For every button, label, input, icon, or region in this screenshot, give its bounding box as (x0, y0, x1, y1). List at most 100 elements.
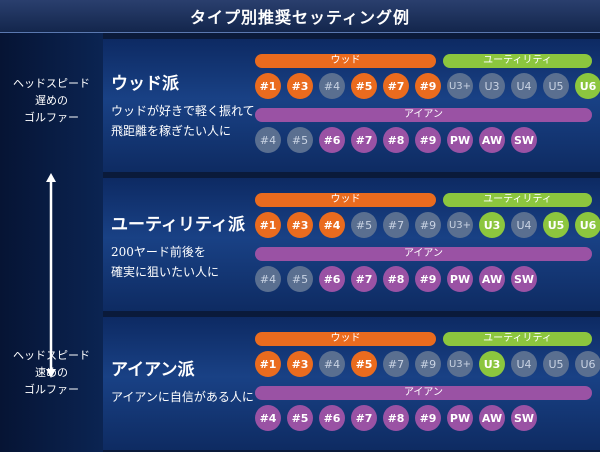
iron-bar: アイアン (255, 108, 592, 122)
club-chip-no5: #5 (287, 405, 313, 431)
iron-bar: アイアン (255, 386, 592, 400)
fast-speed-line: ヘッドスピード (13, 349, 90, 362)
club-chip-no3: #3 (287, 73, 313, 99)
utility-bar: ユーティリティ (443, 193, 592, 207)
wood-bar: ウッド (255, 332, 436, 346)
page-title: タイプ別推奨セッティング例 (0, 0, 600, 33)
section-title: ユーティリティ派 (111, 215, 245, 235)
section-description: アイアンに自信がある人に (111, 387, 254, 407)
description-line: 200ヤード前後を (111, 245, 206, 259)
slow-speed-label: ヘッドスピード 遅めの ゴルファー (0, 75, 103, 126)
club-chip-u3plus: U3+ (447, 351, 473, 377)
club-chip-u5: U5 (543, 73, 569, 99)
club-chip-u4: U4 (511, 73, 537, 99)
club-chip-no7: #7 (383, 351, 409, 377)
section-title: アイアン派 (111, 360, 195, 380)
club-chip-no4: #4 (319, 73, 345, 99)
club-chip-no1: #1 (255, 351, 281, 377)
club-chip-no5: #5 (351, 73, 377, 99)
section-iron: アイアン派 アイアンに自信がある人に ウッド ユーティリティ #1 #3 #4 #5 #… (103, 317, 600, 450)
club-chip-pw: PW (447, 127, 473, 153)
club-chip-no8: #8 (383, 405, 409, 431)
club-chip-u4: U4 (511, 212, 537, 238)
club-chip-u6: U6 (575, 212, 600, 238)
club-row: #1 #3 #4 #5 #7 #9 U3+ U3 U4 U5 U6 (255, 351, 600, 377)
double-arrow-icon (46, 173, 56, 378)
slow-speed-line: ヘッドスピード (13, 77, 90, 90)
club-chip-no9: #9 (415, 405, 441, 431)
club-chip-no6: #6 (319, 405, 345, 431)
iron-row: #4 #5 #6 #7 #8 #9 PW AW SW (255, 405, 537, 431)
club-chip-no3: #3 (287, 351, 313, 377)
section-description: 200ヤード前後を 確実に狙いたい人に (111, 242, 219, 282)
club-chip-u4: U4 (511, 351, 537, 377)
fast-speed-label: ヘッドスピード 速めの ゴルファー (0, 347, 103, 398)
slow-speed-line: ゴルファー (24, 111, 79, 124)
club-chip-no3: #3 (287, 212, 313, 238)
description-line: 確実に狙いたい人に (111, 265, 220, 279)
description-line: ウッドが好きで軽く振れて (111, 104, 255, 118)
club-chip-u5: U5 (543, 212, 569, 238)
club-chip-u5: U5 (543, 351, 569, 377)
club-chip-u3: U3 (479, 351, 505, 377)
club-chip-u3plus: U3+ (447, 212, 473, 238)
club-chip-aw: AW (479, 127, 505, 153)
club-chip-no7: #7 (383, 73, 409, 99)
club-chip-u6: U6 (575, 351, 600, 377)
club-chip-no9: #9 (415, 73, 441, 99)
club-chip-no5: #5 (351, 212, 377, 238)
club-chip-u6: U6 (575, 73, 600, 99)
club-chip-no8: #8 (383, 266, 409, 292)
club-chip-u3: U3 (479, 73, 505, 99)
club-chip-no4: #4 (319, 212, 345, 238)
club-chip-sw: SW (511, 127, 537, 153)
description-line: 飛距離を稼ぎたい人に (111, 124, 232, 138)
club-row: #1 #3 #4 #5 #7 #9 U3+ U3 U4 U5 U6 (255, 73, 600, 99)
club-chip-sw: SW (511, 266, 537, 292)
iron-bar: アイアン (255, 247, 592, 261)
section-wood: ウッド派 ウッドが好きで軽く振れて 飛距離を稼ぎたい人に ウッド ユーティリティ… (103, 39, 600, 172)
club-chip-no1: #1 (255, 212, 281, 238)
club-chip-no4: #4 (255, 405, 281, 431)
club-chip-no5: #5 (287, 127, 313, 153)
club-chip-aw: AW (479, 405, 505, 431)
club-chip-no4: #4 (255, 266, 281, 292)
club-chip-no7: #7 (351, 127, 377, 153)
utility-bar: ユーティリティ (443, 332, 592, 346)
club-chip-no9: #9 (415, 127, 441, 153)
club-chip-no4: #4 (255, 127, 281, 153)
iron-row: #4 #5 #6 #7 #8 #9 PW AW SW (255, 266, 537, 292)
club-chip-no5: #5 (287, 266, 313, 292)
club-chip-no9: #9 (415, 212, 441, 238)
club-chip-no6: #6 (319, 266, 345, 292)
section-title: ウッド派 (111, 74, 179, 94)
fast-speed-line: ゴルファー (24, 383, 79, 396)
description-line: アイアンに自信がある人に (111, 390, 254, 404)
club-chip-no7: #7 (383, 212, 409, 238)
section-description: ウッドが好きで軽く振れて 飛距離を稼ぎたい人に (111, 101, 255, 141)
head-speed-column: ヘッドスピード 遅めの ゴルファー ヘッドスピード 速めの ゴルファー (0, 33, 103, 452)
club-row: #1 #3 #4 #5 #7 #9 U3+ U3 U4 U5 U6 (255, 212, 600, 238)
utility-bar: ユーティリティ (443, 54, 592, 68)
iron-row: #4 #5 #6 #7 #8 #9 PW AW SW (255, 127, 537, 153)
wood-bar: ウッド (255, 54, 436, 68)
club-chip-no9: #9 (415, 266, 441, 292)
club-chip-no4: #4 (319, 351, 345, 377)
club-chip-pw: PW (447, 266, 473, 292)
club-chip-no6: #6 (319, 127, 345, 153)
club-chip-u3: U3 (479, 212, 505, 238)
wood-bar: ウッド (255, 193, 436, 207)
club-chip-no7: #7 (351, 266, 377, 292)
club-chip-sw: SW (511, 405, 537, 431)
club-chip-no8: #8 (383, 127, 409, 153)
section-utility: ユーティリティ派 200ヤード前後を 確実に狙いたい人に ウッド ユーティリティ… (103, 178, 600, 311)
fast-speed-line: 速めの (35, 366, 68, 379)
club-chip-aw: AW (479, 266, 505, 292)
club-chip-no5: #5 (351, 351, 377, 377)
club-chip-no7: #7 (351, 405, 377, 431)
club-chip-pw: PW (447, 405, 473, 431)
club-chip-no9: #9 (415, 351, 441, 377)
slow-speed-line: 遅めの (35, 94, 68, 107)
club-chip-u3plus: U3+ (447, 73, 473, 99)
club-chip-no1: #1 (255, 73, 281, 99)
